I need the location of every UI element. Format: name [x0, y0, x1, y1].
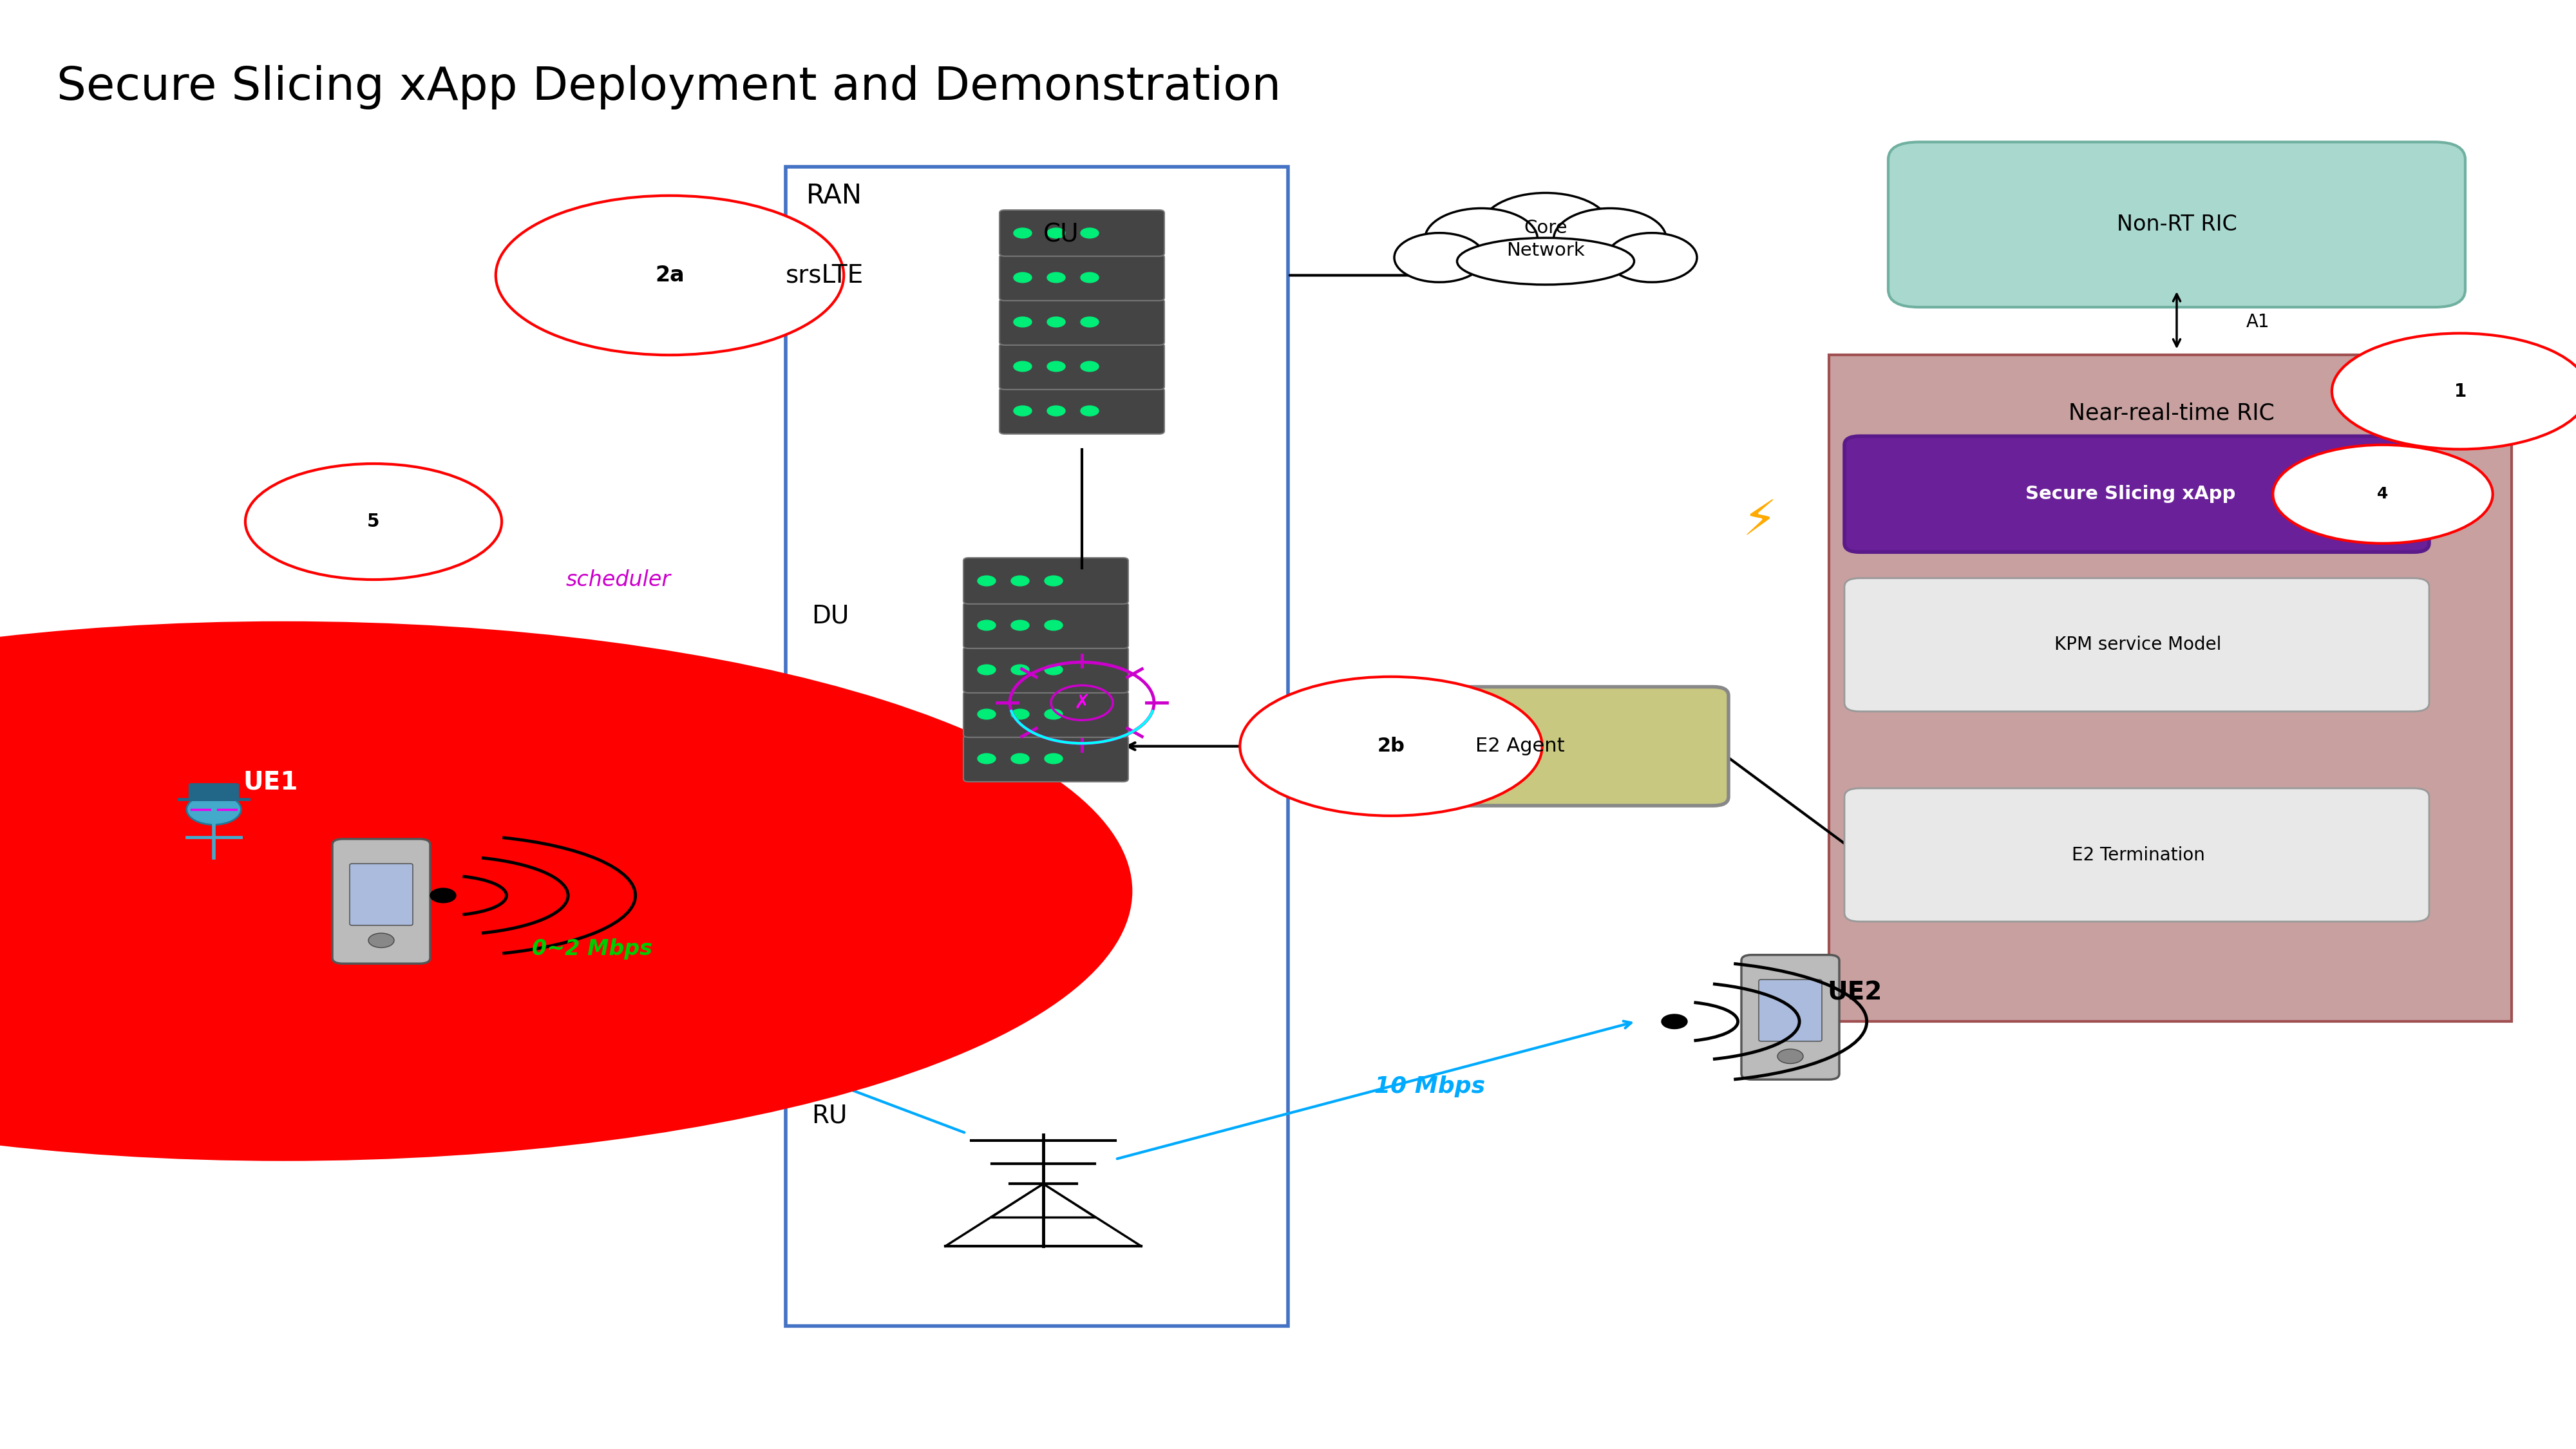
Ellipse shape	[2331, 333, 2576, 449]
Circle shape	[979, 709, 994, 719]
Text: Non-RT RIC: Non-RT RIC	[2117, 214, 2236, 235]
Circle shape	[1777, 1049, 1803, 1064]
Ellipse shape	[1481, 193, 1610, 261]
Text: ⚡: ⚡	[1741, 498, 1777, 545]
Ellipse shape	[1425, 209, 1538, 270]
FancyBboxPatch shape	[1741, 955, 1839, 1080]
Circle shape	[979, 753, 994, 764]
FancyBboxPatch shape	[1844, 788, 2429, 922]
Text: Secure Slicing xApp: Secure Slicing xApp	[2025, 485, 2236, 503]
Circle shape	[1015, 406, 1030, 416]
Ellipse shape	[1553, 209, 1667, 270]
FancyBboxPatch shape	[999, 388, 1164, 435]
FancyBboxPatch shape	[963, 558, 1128, 604]
Circle shape	[1082, 272, 1100, 283]
Circle shape	[1048, 272, 1066, 283]
FancyBboxPatch shape	[1888, 142, 2465, 307]
FancyBboxPatch shape	[963, 691, 1128, 738]
Text: E2 Termination: E2 Termination	[2071, 846, 2205, 864]
Ellipse shape	[1458, 238, 1633, 284]
Circle shape	[979, 575, 994, 585]
Ellipse shape	[495, 196, 845, 355]
Text: 1: 1	[2455, 383, 2465, 400]
Text: DU: DU	[811, 604, 850, 627]
Circle shape	[1010, 753, 1030, 764]
Text: 5: 5	[368, 513, 379, 530]
Circle shape	[1010, 709, 1030, 719]
FancyBboxPatch shape	[332, 839, 430, 964]
Text: 10 Mbps: 10 Mbps	[1373, 1075, 1486, 1098]
Text: RU: RU	[811, 1104, 848, 1127]
Ellipse shape	[1239, 677, 1543, 816]
FancyBboxPatch shape	[963, 646, 1128, 693]
Text: UE1: UE1	[242, 771, 299, 794]
Circle shape	[979, 620, 994, 630]
Circle shape	[368, 933, 394, 948]
Ellipse shape	[1607, 233, 1698, 283]
Circle shape	[1046, 665, 1064, 675]
FancyBboxPatch shape	[1844, 436, 2429, 552]
Circle shape	[1046, 575, 1064, 585]
Text: KPM service Model: KPM service Model	[2056, 636, 2221, 653]
Circle shape	[1082, 406, 1100, 416]
FancyBboxPatch shape	[963, 603, 1128, 648]
Text: CU: CU	[1043, 223, 1079, 246]
Circle shape	[1082, 361, 1100, 371]
Circle shape	[1010, 620, 1030, 630]
Text: srsLTE: srsLTE	[786, 264, 863, 287]
Circle shape	[1015, 361, 1030, 371]
Text: E2 Agent: E2 Agent	[1476, 738, 1564, 755]
FancyBboxPatch shape	[999, 210, 1164, 256]
Circle shape	[185, 794, 242, 824]
Text: 2b: 2b	[1378, 738, 1404, 755]
FancyBboxPatch shape	[350, 864, 412, 926]
Text: A1: A1	[2246, 313, 2269, 330]
FancyBboxPatch shape	[1829, 355, 2512, 1022]
Circle shape	[1048, 361, 1066, 371]
Circle shape	[1082, 317, 1100, 327]
Text: Secure Slicing xApp Deployment and Demonstration: Secure Slicing xApp Deployment and Demon…	[57, 65, 1280, 110]
Circle shape	[1046, 620, 1064, 630]
FancyBboxPatch shape	[1311, 687, 1728, 806]
Ellipse shape	[1394, 233, 1484, 283]
Circle shape	[1048, 227, 1066, 238]
Text: UE2: UE2	[1826, 981, 1883, 1004]
Text: ✗: ✗	[1074, 694, 1090, 711]
Text: scheduler: scheduler	[567, 569, 670, 590]
Circle shape	[1015, 227, 1030, 238]
FancyBboxPatch shape	[188, 784, 240, 800]
Circle shape	[1046, 753, 1064, 764]
Text: Near-real-time RIC: Near-real-time RIC	[2069, 401, 2275, 425]
Circle shape	[1010, 665, 1030, 675]
Circle shape	[1082, 227, 1100, 238]
Circle shape	[1662, 1014, 1687, 1029]
FancyBboxPatch shape	[999, 298, 1164, 345]
Ellipse shape	[245, 464, 502, 580]
FancyBboxPatch shape	[999, 343, 1164, 390]
Text: RAN: RAN	[806, 183, 863, 209]
Text: 0~2 Mbps: 0~2 Mbps	[533, 939, 652, 959]
FancyBboxPatch shape	[1844, 578, 2429, 711]
FancyBboxPatch shape	[786, 167, 1288, 1326]
Circle shape	[1046, 709, 1064, 719]
FancyBboxPatch shape	[963, 736, 1128, 782]
Circle shape	[1015, 317, 1030, 327]
Text: 2a: 2a	[654, 265, 685, 285]
FancyBboxPatch shape	[999, 255, 1164, 300]
Text: 4: 4	[2378, 487, 2388, 501]
Ellipse shape	[2272, 445, 2494, 543]
Circle shape	[1015, 272, 1030, 283]
Circle shape	[1048, 406, 1066, 416]
Circle shape	[1010, 575, 1030, 585]
FancyBboxPatch shape	[1759, 980, 1821, 1042]
Circle shape	[1048, 317, 1066, 327]
Circle shape	[979, 665, 994, 675]
Ellipse shape	[0, 623, 1131, 1159]
Circle shape	[430, 888, 456, 903]
Text: Core
Network: Core Network	[1507, 219, 1584, 259]
